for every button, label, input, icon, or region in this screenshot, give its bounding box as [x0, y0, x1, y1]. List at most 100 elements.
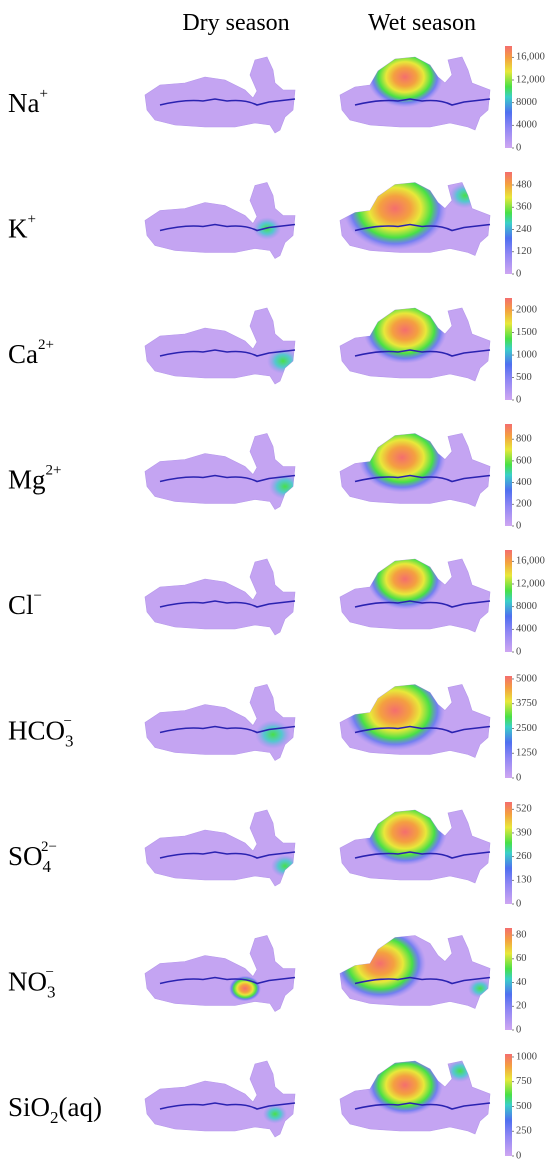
- river: [354, 98, 491, 106]
- row-label: HCO3 −: [8, 714, 74, 751]
- label-base: Mg: [8, 465, 46, 495]
- label-sub: 4: [43, 857, 52, 876]
- hotspot: [343, 182, 447, 251]
- label-sup: −: [46, 965, 54, 981]
- basin: [144, 558, 296, 636]
- hotspot: [468, 978, 490, 999]
- column-header: Dry season: [182, 10, 289, 36]
- basin-map: [144, 182, 296, 259]
- basin: [144, 809, 296, 887]
- hotspot: [255, 720, 291, 749]
- label-base: Na: [8, 88, 39, 118]
- colorbar: [505, 676, 512, 778]
- colorbar-tick-label: 520: [516, 804, 532, 815]
- basin-map: [144, 1060, 296, 1138]
- colorbar-tick-label: 390: [516, 827, 532, 838]
- colorbar-tick-label: 2500: [516, 723, 537, 734]
- colorbar-tick-label: 12,000: [516, 74, 545, 85]
- basin-map: [144, 307, 296, 385]
- basin-map: [339, 684, 491, 758]
- label-base: NO: [8, 967, 47, 997]
- colorbar-tick-label: 2000: [516, 305, 537, 316]
- river: [159, 976, 296, 985]
- concentration-field: [367, 57, 443, 108]
- label-sup: 2+: [38, 337, 54, 353]
- label-sub: 3: [65, 732, 74, 751]
- basin-map: [339, 1060, 491, 1135]
- colorbar-tick-label: 0: [516, 772, 521, 783]
- hotspot: [449, 182, 481, 209]
- row-label: Cl−: [8, 588, 42, 620]
- row-label: K+: [8, 212, 36, 244]
- river: [159, 349, 296, 357]
- label-sub: 3: [47, 983, 56, 1002]
- colorbar-tick-label: 1000: [516, 1051, 537, 1062]
- hotspot: [367, 57, 443, 108]
- concentration-field: [367, 559, 443, 610]
- hotspot: [271, 854, 295, 878]
- basin: [144, 56, 296, 134]
- colorbar-tick-label: 200: [516, 499, 532, 510]
- hotspot: [367, 559, 443, 610]
- basin-map: [339, 307, 491, 382]
- label-base: SO: [8, 841, 43, 871]
- river: [159, 98, 296, 106]
- colorbar-tick-label: 3750: [516, 698, 537, 709]
- colorbar-tick-label: 0: [516, 898, 521, 909]
- colorbar: [505, 802, 512, 904]
- colorbar-tick-label: 4000: [516, 624, 537, 635]
- column-header: Wet season: [368, 10, 476, 36]
- colorbar-tick-label: 60: [516, 953, 527, 964]
- colorbar: [505, 928, 512, 1030]
- basin-map: [144, 558, 296, 636]
- colorbar-tick-label: 20: [516, 1001, 527, 1012]
- label-sup: 2−: [41, 839, 57, 855]
- colorbar-tick-label: 130: [516, 875, 532, 886]
- hotspot: [340, 935, 426, 1001]
- colorbar-tick-label: 8000: [516, 97, 537, 108]
- concentration-field: [255, 720, 291, 749]
- colorbar-tick-label: 750: [516, 1076, 532, 1087]
- colorbar-tick-label: 4000: [516, 120, 537, 131]
- basin: [144, 433, 296, 510]
- colorbar-tick-label: 1000: [516, 349, 537, 360]
- colorbar-tick-label: 0: [516, 1150, 521, 1161]
- concentration-field: [358, 433, 446, 493]
- basin-map: [144, 433, 296, 510]
- colorbar: [505, 550, 512, 652]
- concentration-field: [363, 810, 447, 866]
- hotspot: [363, 810, 447, 866]
- basin-map: [339, 182, 491, 256]
- colorbar-tick-label: 12,000: [516, 578, 545, 589]
- label-base: Ca: [8, 339, 38, 369]
- concentration-field: [345, 684, 445, 751]
- basin-map: [339, 935, 491, 1009]
- colorbar-tick-label: 80: [516, 930, 527, 941]
- basin-map: [144, 809, 296, 887]
- basin-map: [339, 433, 491, 507]
- colorbar-tick-label: 0: [516, 1024, 521, 1035]
- hotspot: [358, 433, 446, 493]
- basin-map: [144, 56, 296, 134]
- colorbar: [505, 46, 512, 148]
- label-base: Cl: [8, 590, 34, 620]
- river: [354, 851, 491, 859]
- basin-map: [144, 935, 296, 1012]
- colorbar-tick-label: 500: [516, 1101, 532, 1112]
- colorbar-tick-label: 0: [516, 520, 521, 531]
- river: [159, 223, 296, 232]
- colorbar-tick-label: 40: [516, 977, 527, 988]
- basin: [144, 1060, 296, 1138]
- colorbar-tick-label: 480: [516, 179, 532, 190]
- colorbar-tick-label: 800: [516, 434, 532, 445]
- river: [354, 223, 491, 232]
- basin-map: [144, 684, 296, 761]
- label-sub: 2: [50, 1108, 59, 1127]
- concentration-field: [263, 1104, 287, 1124]
- river: [354, 600, 491, 608]
- colorbar-tick-label: 0: [516, 142, 521, 153]
- basin-map: [339, 809, 491, 884]
- hotspot: [263, 1104, 287, 1124]
- basin-map: [339, 56, 491, 131]
